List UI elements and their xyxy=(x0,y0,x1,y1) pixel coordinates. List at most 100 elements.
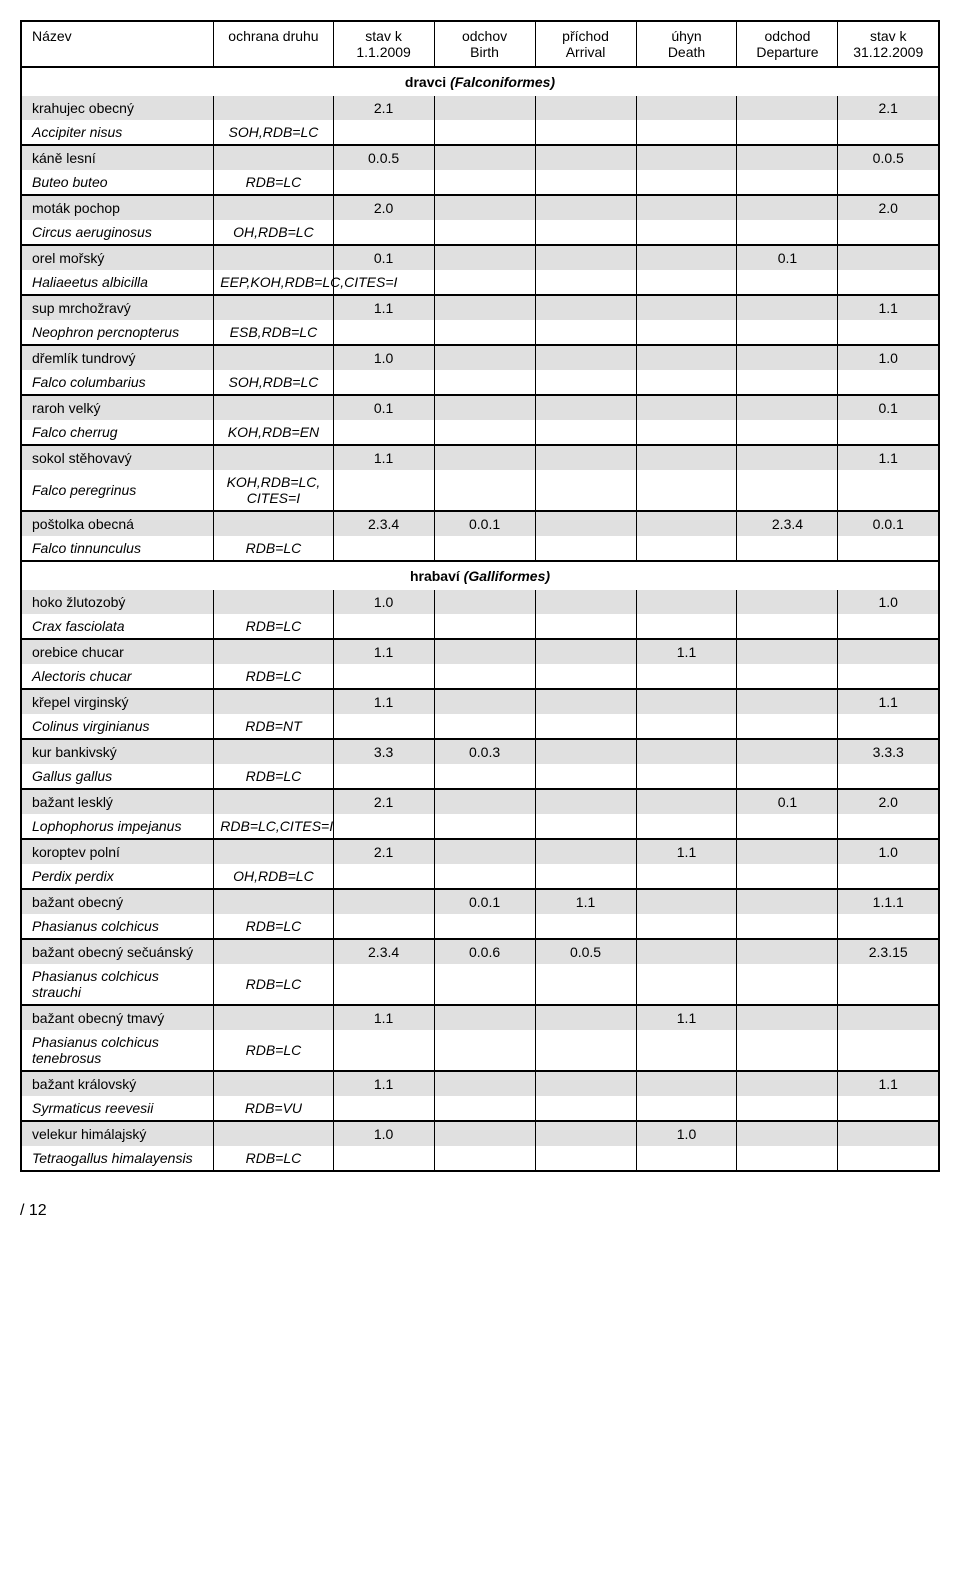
species-common-name: krahujec obecný xyxy=(21,96,214,120)
value-cell xyxy=(737,739,838,764)
species-common-name: křepel virginský xyxy=(21,689,214,714)
table-row: Crax fasciolataRDB=LC xyxy=(21,614,939,639)
value-cell: 1.1 xyxy=(636,639,737,664)
value-cell xyxy=(737,664,838,689)
table-row: bažant královský1.11.1 xyxy=(21,1071,939,1096)
value-cell xyxy=(737,590,838,614)
value-cell xyxy=(636,195,737,220)
value-cell xyxy=(434,370,535,395)
value-cell xyxy=(636,536,737,561)
value-cell xyxy=(838,964,939,1005)
value-cell xyxy=(838,536,939,561)
value-cell xyxy=(636,764,737,789)
value-cell xyxy=(636,614,737,639)
protection-status: RDB=LC xyxy=(214,664,333,689)
value-cell xyxy=(737,370,838,395)
value-cell xyxy=(636,914,737,939)
value-cell xyxy=(737,96,838,120)
value-cell xyxy=(838,914,939,939)
value-cell xyxy=(636,370,737,395)
value-cell xyxy=(737,445,838,470)
value-cell xyxy=(737,170,838,195)
species-common-name: bažant lesklý xyxy=(21,789,214,814)
species-latin-name: Phasianus colchicus tenebrosus xyxy=(21,1030,214,1071)
species-common-name: velekur himálajský xyxy=(21,1121,214,1146)
value-cell: 0.1 xyxy=(737,245,838,270)
value-cell: 2.1 xyxy=(333,789,434,814)
value-cell xyxy=(434,1030,535,1071)
value-cell xyxy=(737,689,838,714)
value-cell xyxy=(838,370,939,395)
value-cell xyxy=(636,245,737,270)
value-cell: 0.0.3 xyxy=(434,739,535,764)
value-cell xyxy=(434,914,535,939)
value-cell xyxy=(333,664,434,689)
value-cell xyxy=(434,345,535,370)
value-cell: 1.1 xyxy=(535,889,636,914)
value-cell xyxy=(434,120,535,145)
value-cell xyxy=(333,889,434,914)
value-cell xyxy=(333,220,434,245)
value-cell xyxy=(333,536,434,561)
species-common-name: bažant královský xyxy=(21,1071,214,1096)
value-cell xyxy=(434,445,535,470)
section-title: hrabaví (Galliformes) xyxy=(21,561,939,590)
value-cell: 0.1 xyxy=(737,789,838,814)
value-cell xyxy=(535,120,636,145)
col-header: stav k1.1.2009 xyxy=(333,21,434,67)
protection-status xyxy=(214,445,333,470)
value-cell xyxy=(737,395,838,420)
species-table: Názevochrana druhustav k1.1.2009odchovBi… xyxy=(20,20,940,1172)
value-cell xyxy=(434,270,535,295)
value-cell: 1.1 xyxy=(838,1071,939,1096)
col-header-line2: 31.12.2009 xyxy=(842,44,934,60)
value-cell: 1.1 xyxy=(838,295,939,320)
value-cell: 2.3.4 xyxy=(333,939,434,964)
value-cell xyxy=(535,170,636,195)
value-cell xyxy=(434,590,535,614)
value-cell xyxy=(535,1121,636,1146)
value-cell xyxy=(333,470,434,511)
value-cell xyxy=(535,395,636,420)
value-cell xyxy=(838,614,939,639)
table-row: bažant obecný sečuánský2.3.40.0.60.0.52.… xyxy=(21,939,939,964)
table-row: bažant obecný tmavý1.11.1 xyxy=(21,1005,939,1030)
value-cell xyxy=(737,889,838,914)
protection-status xyxy=(214,511,333,536)
table-row: orel mořský0.10.1 xyxy=(21,245,939,270)
value-cell xyxy=(535,145,636,170)
value-cell xyxy=(434,420,535,445)
value-cell xyxy=(737,145,838,170)
value-cell xyxy=(737,270,838,295)
species-common-name: hoko žlutozobý xyxy=(21,590,214,614)
section-title: dravci (Falconiformes) xyxy=(21,67,939,96)
value-cell xyxy=(636,445,737,470)
table-row: Phasianus colchicus strauchiRDB=LC xyxy=(21,964,939,1005)
value-cell xyxy=(333,420,434,445)
value-cell: 0.1 xyxy=(333,245,434,270)
value-cell xyxy=(838,1121,939,1146)
value-cell xyxy=(333,964,434,1005)
species-latin-name: Haliaeetus albicilla xyxy=(21,270,214,295)
value-cell xyxy=(636,664,737,689)
value-cell xyxy=(636,170,737,195)
value-cell xyxy=(434,96,535,120)
value-cell: 2.3.4 xyxy=(737,511,838,536)
value-cell xyxy=(434,789,535,814)
species-common-name: kur bankivský xyxy=(21,739,214,764)
value-cell xyxy=(535,689,636,714)
table-row: raroh velký0.10.1 xyxy=(21,395,939,420)
table-row: krahujec obecný2.12.1 xyxy=(21,96,939,120)
value-cell xyxy=(434,714,535,739)
value-cell xyxy=(434,814,535,839)
value-cell xyxy=(434,145,535,170)
value-cell xyxy=(333,1146,434,1171)
value-cell: 2.3.15 xyxy=(838,939,939,964)
value-cell xyxy=(636,889,737,914)
species-common-name: bažant obecný tmavý xyxy=(21,1005,214,1030)
value-cell xyxy=(636,511,737,536)
value-cell xyxy=(535,536,636,561)
value-cell xyxy=(838,270,939,295)
table-row: kur bankivský3.30.0.33.3.3 xyxy=(21,739,939,764)
species-common-name: koroptev polní xyxy=(21,839,214,864)
